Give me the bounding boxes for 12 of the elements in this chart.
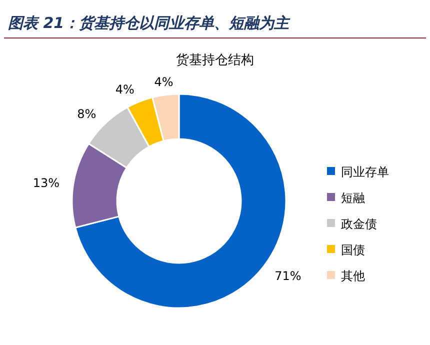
data-label: 71% — [274, 269, 302, 284]
legend-label: 政金债 — [341, 217, 377, 231]
chart-title: 图表 21：货基持仓以同业存单、短融为主 — [8, 14, 292, 32]
data-label: 4% — [154, 74, 174, 89]
data-label: 4% — [115, 82, 134, 96]
legend-label: 国债 — [341, 243, 365, 257]
chart-subtitle: 货基持仓结构 — [176, 53, 254, 68]
data-label: 13% — [32, 176, 60, 190]
legend-label: 同业存单 — [341, 165, 389, 179]
data-label: 8% — [77, 106, 96, 121]
legend-label: 其他 — [341, 269, 365, 283]
legend-label: 短融 — [341, 191, 365, 205]
